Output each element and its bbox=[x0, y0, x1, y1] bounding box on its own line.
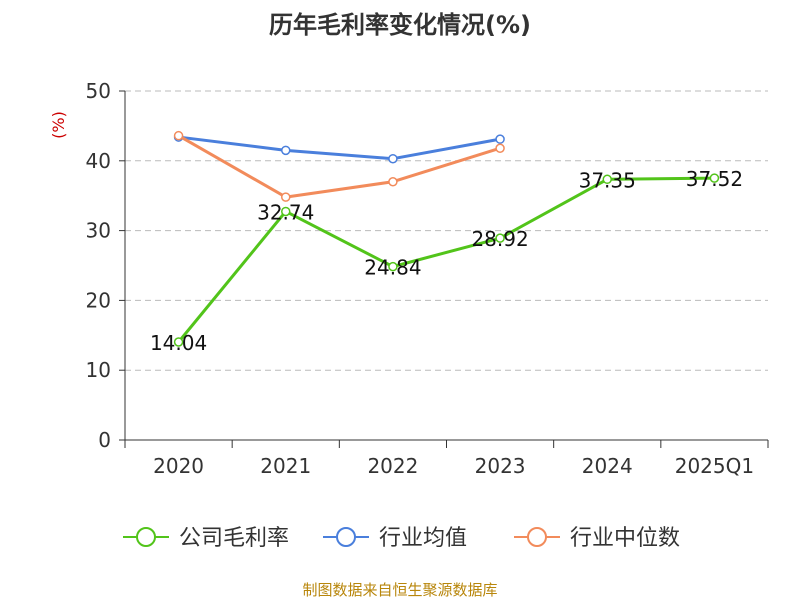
data-point bbox=[602, 174, 612, 185]
data-point bbox=[173, 337, 184, 347]
legend-item-0[interactable]: 公司毛利率 bbox=[123, 526, 289, 551]
series-line-2 bbox=[177, 134, 501, 199]
legend-item-2[interactable]: 行业中位数 bbox=[514, 526, 680, 551]
data-point bbox=[281, 192, 291, 202]
data-labels: 14.04 32.74 24.84 28.92 37.35 37.52 bbox=[150, 167, 743, 355]
data-point bbox=[495, 143, 505, 153]
data-point bbox=[388, 176, 398, 187]
series-line-1 bbox=[178, 135, 501, 161]
data-label: 37.52 bbox=[686, 167, 743, 191]
y-tick-label: 10 bbox=[86, 358, 111, 382]
y-tick-label: 30 bbox=[86, 219, 111, 243]
data-point bbox=[495, 134, 505, 144]
axes: 0 10 20 30 40 50 2020 2021 2022 2023 2024 2025Q1 bbox=[86, 79, 769, 478]
legend-marker bbox=[136, 527, 156, 547]
data-point bbox=[281, 145, 291, 156]
grid-lines bbox=[125, 90, 768, 371]
y-tick-label: 50 bbox=[86, 79, 111, 103]
x-tick-label: 2025Q1 bbox=[675, 454, 754, 478]
legend-marker bbox=[336, 527, 356, 547]
y-tick-label: 40 bbox=[86, 149, 111, 173]
data-point bbox=[709, 173, 720, 183]
data-label: 37.35 bbox=[579, 168, 636, 192]
legend-label: 行业均值 bbox=[379, 526, 467, 551]
y-tick-label: 20 bbox=[86, 288, 111, 312]
x-tick-label: 2021 bbox=[260, 454, 311, 478]
data-label: 28.92 bbox=[471, 227, 528, 251]
data-label: 32.74 bbox=[257, 200, 314, 224]
legend-label: 公司毛利率 bbox=[179, 526, 289, 551]
data-point bbox=[388, 261, 398, 272]
data-point bbox=[281, 206, 291, 217]
legend-label: 行业中位数 bbox=[570, 526, 680, 551]
x-tick-label: 2022 bbox=[367, 454, 418, 478]
y-axis-unit-label: (%) bbox=[49, 111, 68, 139]
legend: 公司毛利率 行业均值 行业中位数 bbox=[123, 526, 680, 551]
chart-title: 历年毛利率变化情况(%) bbox=[269, 11, 531, 39]
x-tick-label: 2024 bbox=[582, 454, 633, 478]
y-tick-label: 0 bbox=[98, 428, 111, 452]
series-group bbox=[173, 130, 720, 347]
series-line-0 bbox=[177, 176, 715, 343]
data-point bbox=[173, 130, 184, 141]
data-label: 14.04 bbox=[150, 331, 207, 355]
x-tick-label: 2020 bbox=[153, 454, 204, 478]
data-point bbox=[495, 233, 505, 243]
source-note: 制图数据来自恒生聚源数据库 bbox=[302, 581, 497, 599]
legend-marker bbox=[527, 527, 547, 547]
legend-item-1[interactable]: 行业均值 bbox=[323, 526, 467, 551]
data-point bbox=[388, 153, 398, 164]
x-tick-label: 2023 bbox=[475, 454, 526, 478]
data-label: 24.84 bbox=[364, 256, 421, 280]
